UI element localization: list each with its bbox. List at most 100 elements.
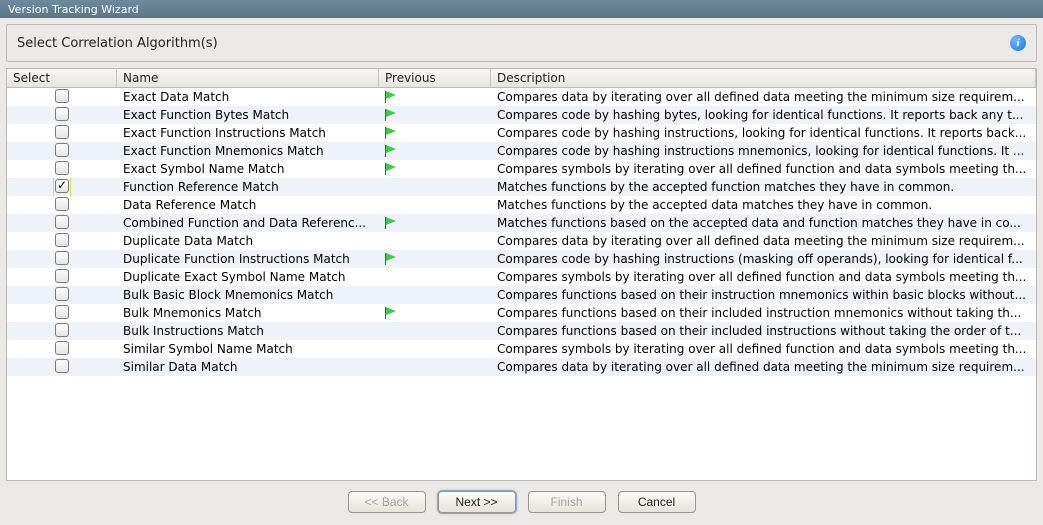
col-header-previous[interactable]: Previous: [379, 69, 491, 87]
back-button: << Back: [348, 491, 426, 513]
table-row[interactable]: Bulk Basic Block Mnemonics MatchCompares…: [7, 286, 1036, 304]
cell-previous: [379, 88, 491, 106]
flag-icon: [385, 108, 401, 122]
algorithm-table: Select Name Previous Description Exact D…: [6, 68, 1037, 481]
table-row[interactable]: Exact Symbol Name Match Compares symbols …: [7, 160, 1036, 178]
cell-description: Compares data by iterating over all defi…: [491, 358, 1036, 376]
table-row[interactable]: Duplicate Data Match Compares data by ite…: [7, 232, 1036, 250]
select-checkbox[interactable]: [55, 107, 69, 121]
col-header-name[interactable]: Name: [117, 69, 379, 87]
select-checkbox[interactable]: [55, 215, 69, 229]
select-checkbox[interactable]: [55, 143, 69, 157]
select-checkbox[interactable]: [55, 269, 69, 283]
flag-icon: [385, 306, 401, 320]
cell-select: [7, 160, 117, 178]
col-header-select[interactable]: Select: [7, 69, 117, 87]
select-checkbox[interactable]: [55, 287, 69, 301]
wizard-footer: << Back Next >> Finish Cancel: [6, 481, 1037, 519]
cell-select: [7, 322, 117, 340]
cell-description: Compares code by hashing instructions (m…: [491, 250, 1036, 268]
select-checkbox[interactable]: [55, 161, 69, 175]
cell-name: Bulk Instructions Match: [117, 322, 379, 340]
select-checkbox[interactable]: [55, 323, 69, 337]
finish-button: Finish: [528, 491, 606, 513]
cell-name: Data Reference Match: [117, 196, 379, 214]
cell-name: Exact Function Bytes Match: [117, 106, 379, 124]
select-checkbox[interactable]: [55, 251, 69, 265]
cell-description: Matches functions by the accepted data m…: [491, 196, 1036, 214]
cell-name: Duplicate Data Match: [117, 232, 379, 250]
cell-description: Compares code by hashing instructions, l…: [491, 124, 1036, 142]
cell-name: Function Reference Match: [117, 178, 379, 196]
table-row[interactable]: Data Reference Match Matches functions by…: [7, 196, 1036, 214]
cell-description: Compares functions based on their includ…: [491, 304, 1036, 322]
cell-select: [7, 232, 117, 250]
cell-name: Exact Symbol Name Match: [117, 160, 379, 178]
cell-previous: [379, 250, 491, 268]
cell-description: Matches functions by the accepted functi…: [491, 178, 1036, 196]
table-row[interactable]: Duplicate Function Instructions Match Com…: [7, 250, 1036, 268]
cell-select: [7, 268, 117, 286]
table-row[interactable]: Exact Function Instructions MatchCompare…: [7, 124, 1036, 142]
cell-select: [7, 214, 117, 232]
cell-select: [7, 250, 117, 268]
cell-previous: [379, 322, 491, 340]
cell-previous: [379, 304, 491, 322]
table-row[interactable]: Exact Data MatchCompares data by iterati…: [7, 88, 1036, 106]
cell-select: [7, 358, 117, 376]
select-checkbox[interactable]: [55, 197, 69, 211]
wizard-body: Select Correlation Algorithm(s) i Select…: [0, 18, 1043, 525]
table-header: Select Name Previous Description: [7, 69, 1036, 88]
cell-description: Compares symbols by iterating over all d…: [491, 268, 1036, 286]
cell-name: Combined Function and Data Referenc...: [117, 214, 379, 232]
select-checkbox[interactable]: [55, 125, 69, 139]
cell-previous: [379, 286, 491, 304]
cell-name: Duplicate Function Instructions Match: [117, 250, 379, 268]
select-checkbox[interactable]: [55, 89, 69, 103]
flag-icon: [385, 90, 401, 104]
cell-previous: [379, 196, 491, 214]
flag-icon: [385, 252, 401, 266]
cell-previous: [379, 358, 491, 376]
flag-icon: [385, 144, 401, 158]
next-button[interactable]: Next >>: [438, 491, 516, 513]
table-row[interactable]: Exact Function Bytes Match Compares code …: [7, 106, 1036, 124]
select-checkbox[interactable]: [55, 305, 69, 319]
select-checkbox[interactable]: [55, 341, 69, 355]
cancel-button[interactable]: Cancel: [618, 491, 696, 513]
flag-icon: [385, 126, 401, 140]
cell-select: [7, 88, 117, 106]
select-checkbox[interactable]: [55, 233, 69, 247]
table-row[interactable]: Exact Function Mnemonics MatchCompares c…: [7, 142, 1036, 160]
cell-select: [7, 106, 117, 124]
info-icon[interactable]: i: [1010, 35, 1026, 51]
cell-description: Compares data by iterating over all defi…: [491, 232, 1036, 250]
cell-description: Compares symbols by iterating over all d…: [491, 160, 1036, 178]
cell-description: Compares functions based on their includ…: [491, 322, 1036, 340]
select-checkbox[interactable]: [55, 359, 69, 373]
cell-select: [7, 304, 117, 322]
cell-name: Similar Symbol Name Match: [117, 340, 379, 358]
cell-description: Compares data by iterating over all defi…: [491, 88, 1036, 106]
cell-description: Compares symbols by iterating over all d…: [491, 340, 1036, 358]
cell-previous: [379, 178, 491, 196]
table-row[interactable]: Function Reference Match Matches function…: [7, 178, 1036, 196]
table-body: Exact Data MatchCompares data by iterati…: [7, 88, 1036, 480]
cell-previous: [379, 268, 491, 286]
table-row[interactable]: Combined Function and Data Referenc...Ma…: [7, 214, 1036, 232]
cell-previous: [379, 124, 491, 142]
cell-name: Exact Function Mnemonics Match: [117, 142, 379, 160]
table-row[interactable]: Similar Data MatchCompares data by itera…: [7, 358, 1036, 376]
cell-name: Bulk Mnemonics Match: [117, 304, 379, 322]
select-checkbox[interactable]: [55, 179, 69, 193]
col-header-description[interactable]: Description: [491, 69, 1036, 87]
cell-previous: [379, 214, 491, 232]
table-row[interactable]: Bulk Mnemonics Match Compares functions b…: [7, 304, 1036, 322]
window-title: Version Tracking Wizard: [8, 3, 139, 16]
table-row[interactable]: Similar Symbol Name Match Compares symbol…: [7, 340, 1036, 358]
cell-previous: [379, 340, 491, 358]
table-row[interactable]: Bulk Instructions Match Compares function…: [7, 322, 1036, 340]
cell-description: Compares code by hashing bytes, looking …: [491, 106, 1036, 124]
table-row[interactable]: Duplicate Exact Symbol Name MatchCompare…: [7, 268, 1036, 286]
cell-description: Compares functions based on their instru…: [491, 286, 1036, 304]
